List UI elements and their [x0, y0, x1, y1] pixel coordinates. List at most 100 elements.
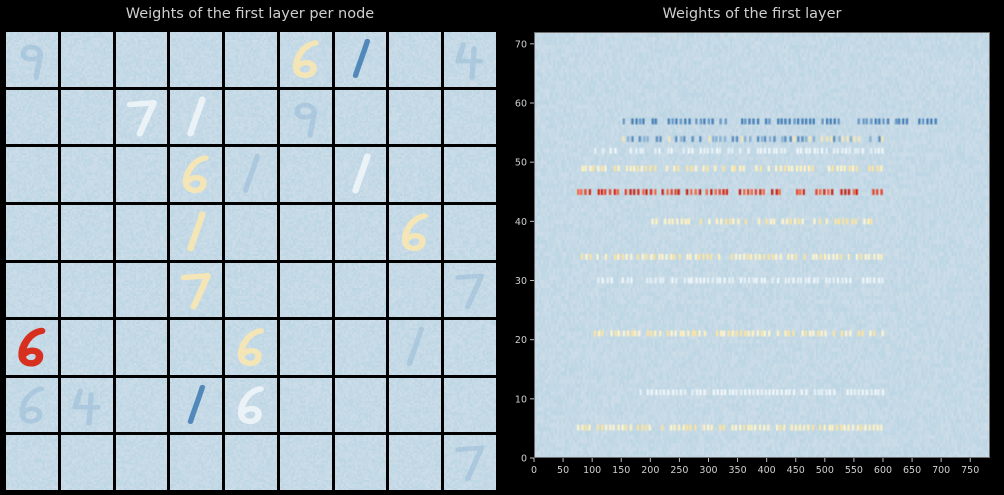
weight-tile — [60, 204, 113, 260]
weight-tile-noise — [279, 89, 332, 145]
weight-tile-noise — [444, 435, 496, 490]
weight-tile-noise — [6, 32, 58, 87]
weight-tile-noise — [60, 89, 113, 145]
weight-tile-noise — [389, 89, 442, 145]
y-tick-label: 30 — [515, 276, 527, 287]
weight-tile — [279, 204, 332, 260]
weight-tile — [6, 262, 58, 318]
weight-tile-noise — [334, 320, 387, 375]
weight-tile-noise — [389, 377, 442, 433]
x-tick-label: 500 — [816, 465, 834, 476]
weight-tile-noise — [115, 32, 168, 87]
weight-tile — [279, 262, 332, 318]
y-tick-label: 40 — [515, 217, 527, 228]
weight-tile — [279, 32, 332, 87]
weight-tile — [389, 204, 442, 260]
weight-tile — [170, 32, 223, 87]
weight-tile — [60, 147, 113, 202]
weight-tile — [170, 435, 223, 490]
weight-tile — [389, 320, 442, 375]
weight-tile — [170, 262, 223, 318]
weight-tile-noise — [115, 320, 168, 375]
weight-tile-noise — [6, 147, 58, 202]
weight-tile — [115, 435, 168, 490]
x-tick-label: 200 — [641, 465, 659, 476]
weight-tile — [60, 435, 113, 490]
weight-tile-noise — [334, 377, 387, 433]
x-tick-label: 0 — [531, 465, 537, 476]
weight-tile — [444, 204, 496, 260]
weight-tile — [170, 204, 223, 260]
weight-tile-noise — [170, 89, 223, 145]
weight-tile — [115, 320, 168, 375]
weight-tile — [60, 377, 113, 433]
weight-tile-noise — [444, 204, 496, 260]
weight-tile — [444, 320, 496, 375]
weight-tile-noise — [444, 377, 496, 433]
weight-tile-noise — [334, 262, 387, 318]
weight-tile — [334, 89, 387, 145]
weight-tile — [6, 377, 58, 433]
weight-tile-noise — [279, 435, 332, 490]
weight-tile-noise — [389, 262, 442, 318]
y-tick-label: 60 — [515, 99, 527, 110]
weight-tile — [170, 377, 223, 433]
weight-tile-noise — [389, 435, 442, 490]
weight-tile — [225, 32, 277, 87]
weight-tile-noise — [334, 204, 387, 260]
weight-tile-noise — [225, 204, 277, 260]
weight-tile — [279, 147, 332, 202]
weight-tile — [115, 377, 168, 433]
weight-tile — [334, 147, 387, 202]
weight-tile-noise — [279, 32, 332, 87]
weight-tile-noise — [225, 320, 277, 375]
weight-tile — [444, 262, 496, 318]
weight-tile — [334, 320, 387, 375]
weight-tile — [60, 262, 113, 318]
weight-tile-noise — [389, 204, 442, 260]
weight-tile — [334, 435, 387, 490]
weight-tile — [6, 204, 58, 260]
weight-tile — [115, 147, 168, 202]
weight-tile-noise — [6, 89, 58, 145]
weight-tile — [60, 320, 113, 375]
weight-tile — [389, 262, 442, 318]
weight-tile — [279, 435, 332, 490]
weight-tile — [225, 204, 277, 260]
weight-tile-noise — [170, 320, 223, 375]
weight-tile-noise — [6, 377, 58, 433]
weight-tile — [115, 32, 168, 87]
weight-tile-noise — [60, 204, 113, 260]
x-tick-label: 750 — [961, 465, 979, 476]
weight-tile-noise — [60, 147, 113, 202]
weight-tile — [115, 204, 168, 260]
weight-tile-noise — [115, 435, 168, 490]
weight-tile-noise — [115, 262, 168, 318]
y-tick-label: 20 — [515, 335, 527, 346]
y-tick-label: 50 — [515, 158, 527, 169]
weight-tile-noise — [444, 262, 496, 318]
weight-tile-noise — [444, 147, 496, 202]
x-tick-label: 400 — [758, 465, 776, 476]
x-tick-label: 600 — [874, 465, 892, 476]
weight-tile — [225, 147, 277, 202]
weight-tile-noise — [170, 435, 223, 490]
weight-tile-noise — [444, 32, 496, 87]
weight-tile — [444, 89, 496, 145]
weight-tile-noise — [115, 377, 168, 433]
weight-tile-noise — [225, 377, 277, 433]
heatmap-image — [535, 33, 989, 457]
weight-tile — [279, 89, 332, 145]
weight-tile — [60, 32, 113, 87]
weight-tile-noise — [225, 32, 277, 87]
weight-tile — [389, 435, 442, 490]
x-tick-label: 50 — [557, 465, 569, 476]
weight-tile — [6, 435, 58, 490]
weight-tile — [225, 89, 277, 145]
weight-tile-noise — [225, 147, 277, 202]
weight-tile — [444, 435, 496, 490]
x-tick-label: 550 — [845, 465, 863, 476]
weight-tile — [170, 89, 223, 145]
weight-tile-noise — [6, 435, 58, 490]
weight-tile — [444, 377, 496, 433]
